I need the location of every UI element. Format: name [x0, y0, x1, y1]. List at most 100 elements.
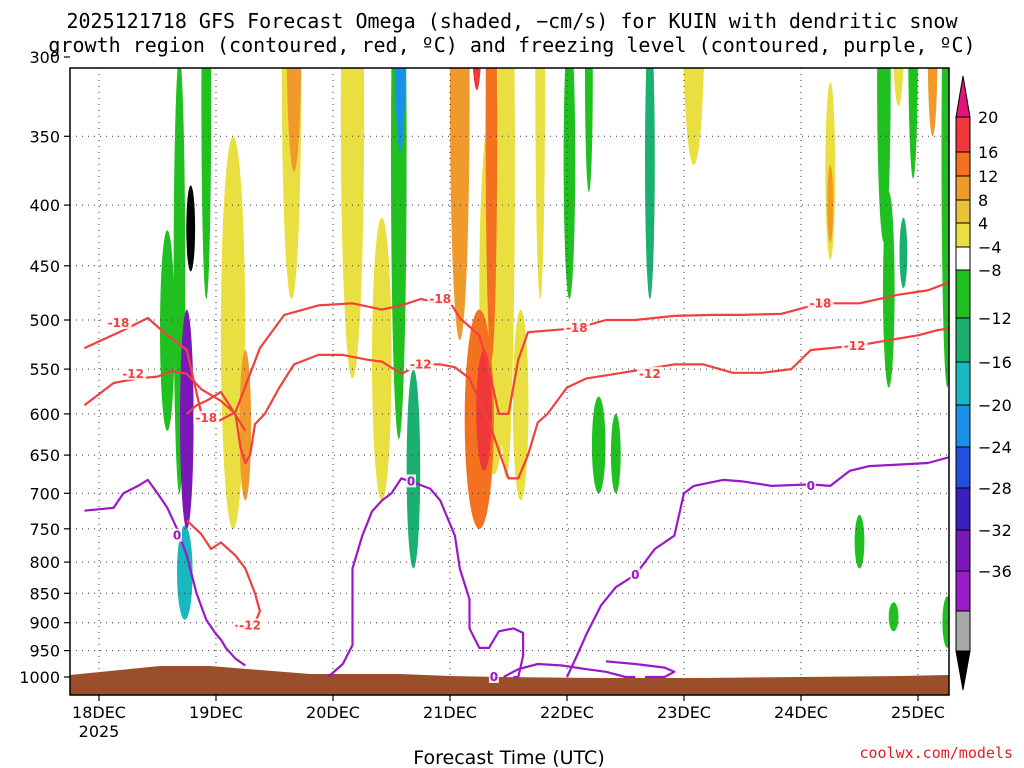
- omega-cell: [177, 525, 193, 620]
- y-tick-label: 750: [29, 520, 60, 539]
- freezing-level-contour: [327, 477, 525, 679]
- colorbar-swatch: [955, 446, 971, 489]
- colorbar-swatch: [955, 175, 971, 201]
- colorbar-label: 4: [978, 214, 988, 233]
- contour-label-bg: [563, 321, 590, 335]
- omega-cell: [472, 68, 481, 91]
- contour-label-bg: [488, 670, 499, 683]
- x-tick-label: 23DEC: [657, 703, 711, 722]
- colorbar-swatch: [955, 529, 971, 572]
- contour-label: -18: [566, 321, 588, 335]
- omega-cell: [563, 68, 576, 299]
- plot-area: -18 -18 -18 -18 -12 -12 -12 -12 -12 -18 0 0 0 0 0: [70, 68, 949, 695]
- y-tick-label: 350: [29, 127, 60, 146]
- contour-label: -12: [639, 367, 661, 381]
- freezing-level-contour: [566, 456, 949, 678]
- contour-label-bg: [407, 357, 434, 371]
- y-tick-label: 550: [29, 360, 60, 379]
- colorbar-label: −8: [978, 261, 1002, 280]
- colorbar-label: −28: [978, 479, 1012, 498]
- omega-cell: [927, 68, 938, 137]
- colorbar-swatch: [955, 361, 971, 406]
- y-tick-label: 650: [29, 446, 60, 465]
- omega-cell: [535, 68, 546, 299]
- colorbar-swatch: [955, 404, 971, 448]
- contour-label: -12: [844, 339, 866, 353]
- omega-cell: [180, 309, 194, 529]
- x-tick-label: 24DEC: [774, 703, 828, 722]
- omega-cell: [220, 136, 246, 529]
- colorbar-swatch: [955, 487, 971, 531]
- omega-cell: [406, 369, 421, 569]
- omega-cell: [888, 602, 899, 632]
- omega-cell: [391, 68, 407, 440]
- gridlines: [70, 68, 949, 695]
- freezing-level-contour: [84, 478, 246, 667]
- x-tick-label: 25DEC: [891, 703, 945, 722]
- colorbar-bottom-arrow: [955, 650, 971, 691]
- contour-label-bg: [172, 528, 182, 542]
- omega-shading: [160, 68, 949, 648]
- x-axis-label: Forecast Time (UTC): [413, 747, 604, 768]
- x-tick-sublabel: 2025: [79, 722, 120, 741]
- credit-text: coolwx.com/models: [859, 744, 1013, 762]
- omega-cell: [201, 68, 212, 299]
- contour-label-bg: [105, 316, 132, 330]
- y-tick-label: 900: [29, 614, 60, 633]
- omega-cell: [893, 68, 904, 107]
- colorbar-label: −4: [978, 238, 1002, 257]
- omega-cell: [591, 396, 606, 494]
- contour-label: 0: [631, 568, 639, 582]
- omega-cell: [512, 309, 529, 501]
- y-tick-label: 850: [29, 584, 60, 603]
- colorbar-label: −12: [978, 309, 1012, 328]
- colorbar-label: −20: [978, 396, 1012, 415]
- colorbar-label: 12: [978, 167, 998, 186]
- omega-cell: [941, 68, 949, 388]
- contour-label: -18: [429, 292, 451, 306]
- contour-label-bg: [841, 339, 868, 353]
- contour-label: 0: [490, 670, 498, 684]
- colorbar-swatch: [955, 151, 971, 177]
- contour-label-bg: [120, 366, 147, 380]
- colorbar-swatch: [955, 269, 971, 319]
- contour-label: 0: [807, 479, 815, 493]
- omega-cell: [827, 165, 834, 243]
- contour-label: -12: [122, 367, 144, 381]
- omega-cell: [160, 230, 175, 431]
- omega-cell: [610, 413, 621, 494]
- omega-cell: [372, 217, 392, 501]
- y-tick-label: 400: [29, 196, 60, 215]
- colorbar-label: −32: [978, 521, 1012, 540]
- colorbar: 20 16 12 8 4 −4 −8 −12 −16 −20 −24 −28 −32 −36: [955, 75, 1012, 691]
- omega-cell: [942, 596, 949, 648]
- contour-label-bg: [807, 296, 834, 310]
- contour-label: -12: [410, 357, 432, 371]
- contour-label: -12: [239, 619, 261, 633]
- contour-label-bg: [237, 618, 264, 632]
- contour-label: -18: [108, 316, 130, 330]
- omega-cell: [485, 68, 498, 360]
- omega-cell: [854, 514, 865, 569]
- y-tick-label: 300: [29, 48, 60, 67]
- contour-label-bg: [630, 567, 641, 581]
- y-axis: 2503003504004505005506006507007508008509…: [19, 48, 70, 687]
- contour-label: -18: [810, 296, 832, 310]
- colorbar-label: −16: [978, 353, 1012, 372]
- dgz-contour: [186, 390, 247, 432]
- y-tick-label: 700: [29, 484, 60, 503]
- plot-frame: [69, 67, 950, 696]
- x-tick-label: 21DEC: [423, 703, 477, 722]
- omega-cell: [186, 185, 196, 272]
- x-tick-label: 20DEC: [306, 703, 360, 722]
- contour-label: 0: [173, 529, 181, 543]
- x-tick-label: 19DEC: [189, 703, 243, 722]
- colorbar-label: −24: [978, 438, 1012, 457]
- y-tick-label: 500: [29, 311, 60, 330]
- contour-label-bg: [406, 474, 416, 488]
- colorbar-swatch: [955, 222, 971, 248]
- terrain: [70, 666, 949, 695]
- colorbar-label: 8: [978, 191, 988, 210]
